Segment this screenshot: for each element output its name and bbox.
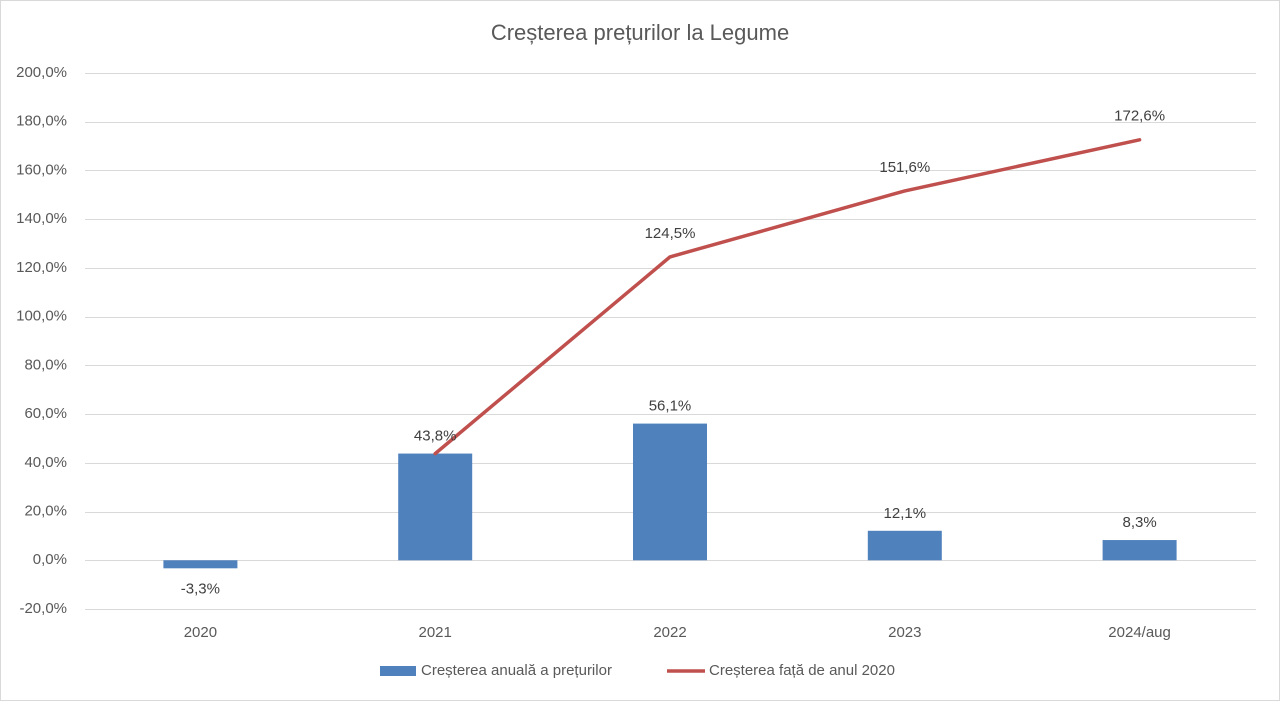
y-tick-label: 160,0% xyxy=(16,161,67,178)
bar-data-label: 12,1% xyxy=(884,505,927,522)
y-tick-label: 20,0% xyxy=(24,503,67,520)
gridlines xyxy=(85,73,1256,610)
legend: Creșterea anuală a prețurilor Creșterea … xyxy=(380,662,895,679)
bar-data-label: 43,8% xyxy=(414,428,457,445)
x-axis-labels: 2020 2021 2022 2023 2024/aug xyxy=(184,624,1171,641)
y-tick-label: 80,0% xyxy=(24,356,67,373)
data-labels: -3,3% 43,8% 56,1% 12,1% 8,3% 124,5% 151,6% 172,… xyxy=(181,108,1165,598)
bar-2023 xyxy=(867,530,942,561)
y-tick-label: 140,0% xyxy=(16,210,67,227)
y-tick-label: -20,0% xyxy=(19,600,67,617)
y-tick-label: 120,0% xyxy=(16,259,67,276)
bar-2020 xyxy=(163,560,238,569)
bar-2024-aug xyxy=(1102,540,1177,561)
y-axis-labels: -20,0% 0,0% 20,0% 40,0% 60,0% 80,0% 100,0% 120,… xyxy=(16,64,67,617)
y-tick-label: 40,0% xyxy=(24,454,67,471)
line-series xyxy=(433,138,1142,456)
y-tick-label: 200,0% xyxy=(16,64,67,81)
y-tick-label: 100,0% xyxy=(16,308,67,325)
x-tick-label: 2021 xyxy=(419,624,452,641)
x-tick-label: 2024/aug xyxy=(1108,624,1171,641)
bar-2022 xyxy=(633,423,707,561)
line-data-label: 124,5% xyxy=(645,225,696,242)
bar-2021 xyxy=(398,453,473,561)
line-series-group xyxy=(433,138,1142,456)
bar-data-label: -3,3% xyxy=(181,580,220,597)
bar-data-label: 56,1% xyxy=(649,398,692,415)
legend-swatch-bars xyxy=(380,666,416,676)
legend-label-bars: Creșterea anuală a prețurilor xyxy=(421,662,612,679)
line-data-label: 172,6% xyxy=(1114,108,1165,125)
x-tick-label: 2020 xyxy=(184,624,217,641)
x-tick-label: 2022 xyxy=(653,624,686,641)
legend-label-line: Creșterea față de anul 2020 xyxy=(709,662,895,679)
bar-series xyxy=(163,423,1177,569)
y-tick-label: 0,0% xyxy=(33,551,67,568)
line-data-label: 151,6% xyxy=(879,159,930,176)
y-tick-label: 180,0% xyxy=(16,113,67,130)
y-tick-label: 60,0% xyxy=(24,405,67,422)
x-tick-label: 2023 xyxy=(888,624,921,641)
bar-data-label: 8,3% xyxy=(1122,514,1156,531)
chart-title: Creșterea prețurilor la Legume xyxy=(491,20,789,45)
